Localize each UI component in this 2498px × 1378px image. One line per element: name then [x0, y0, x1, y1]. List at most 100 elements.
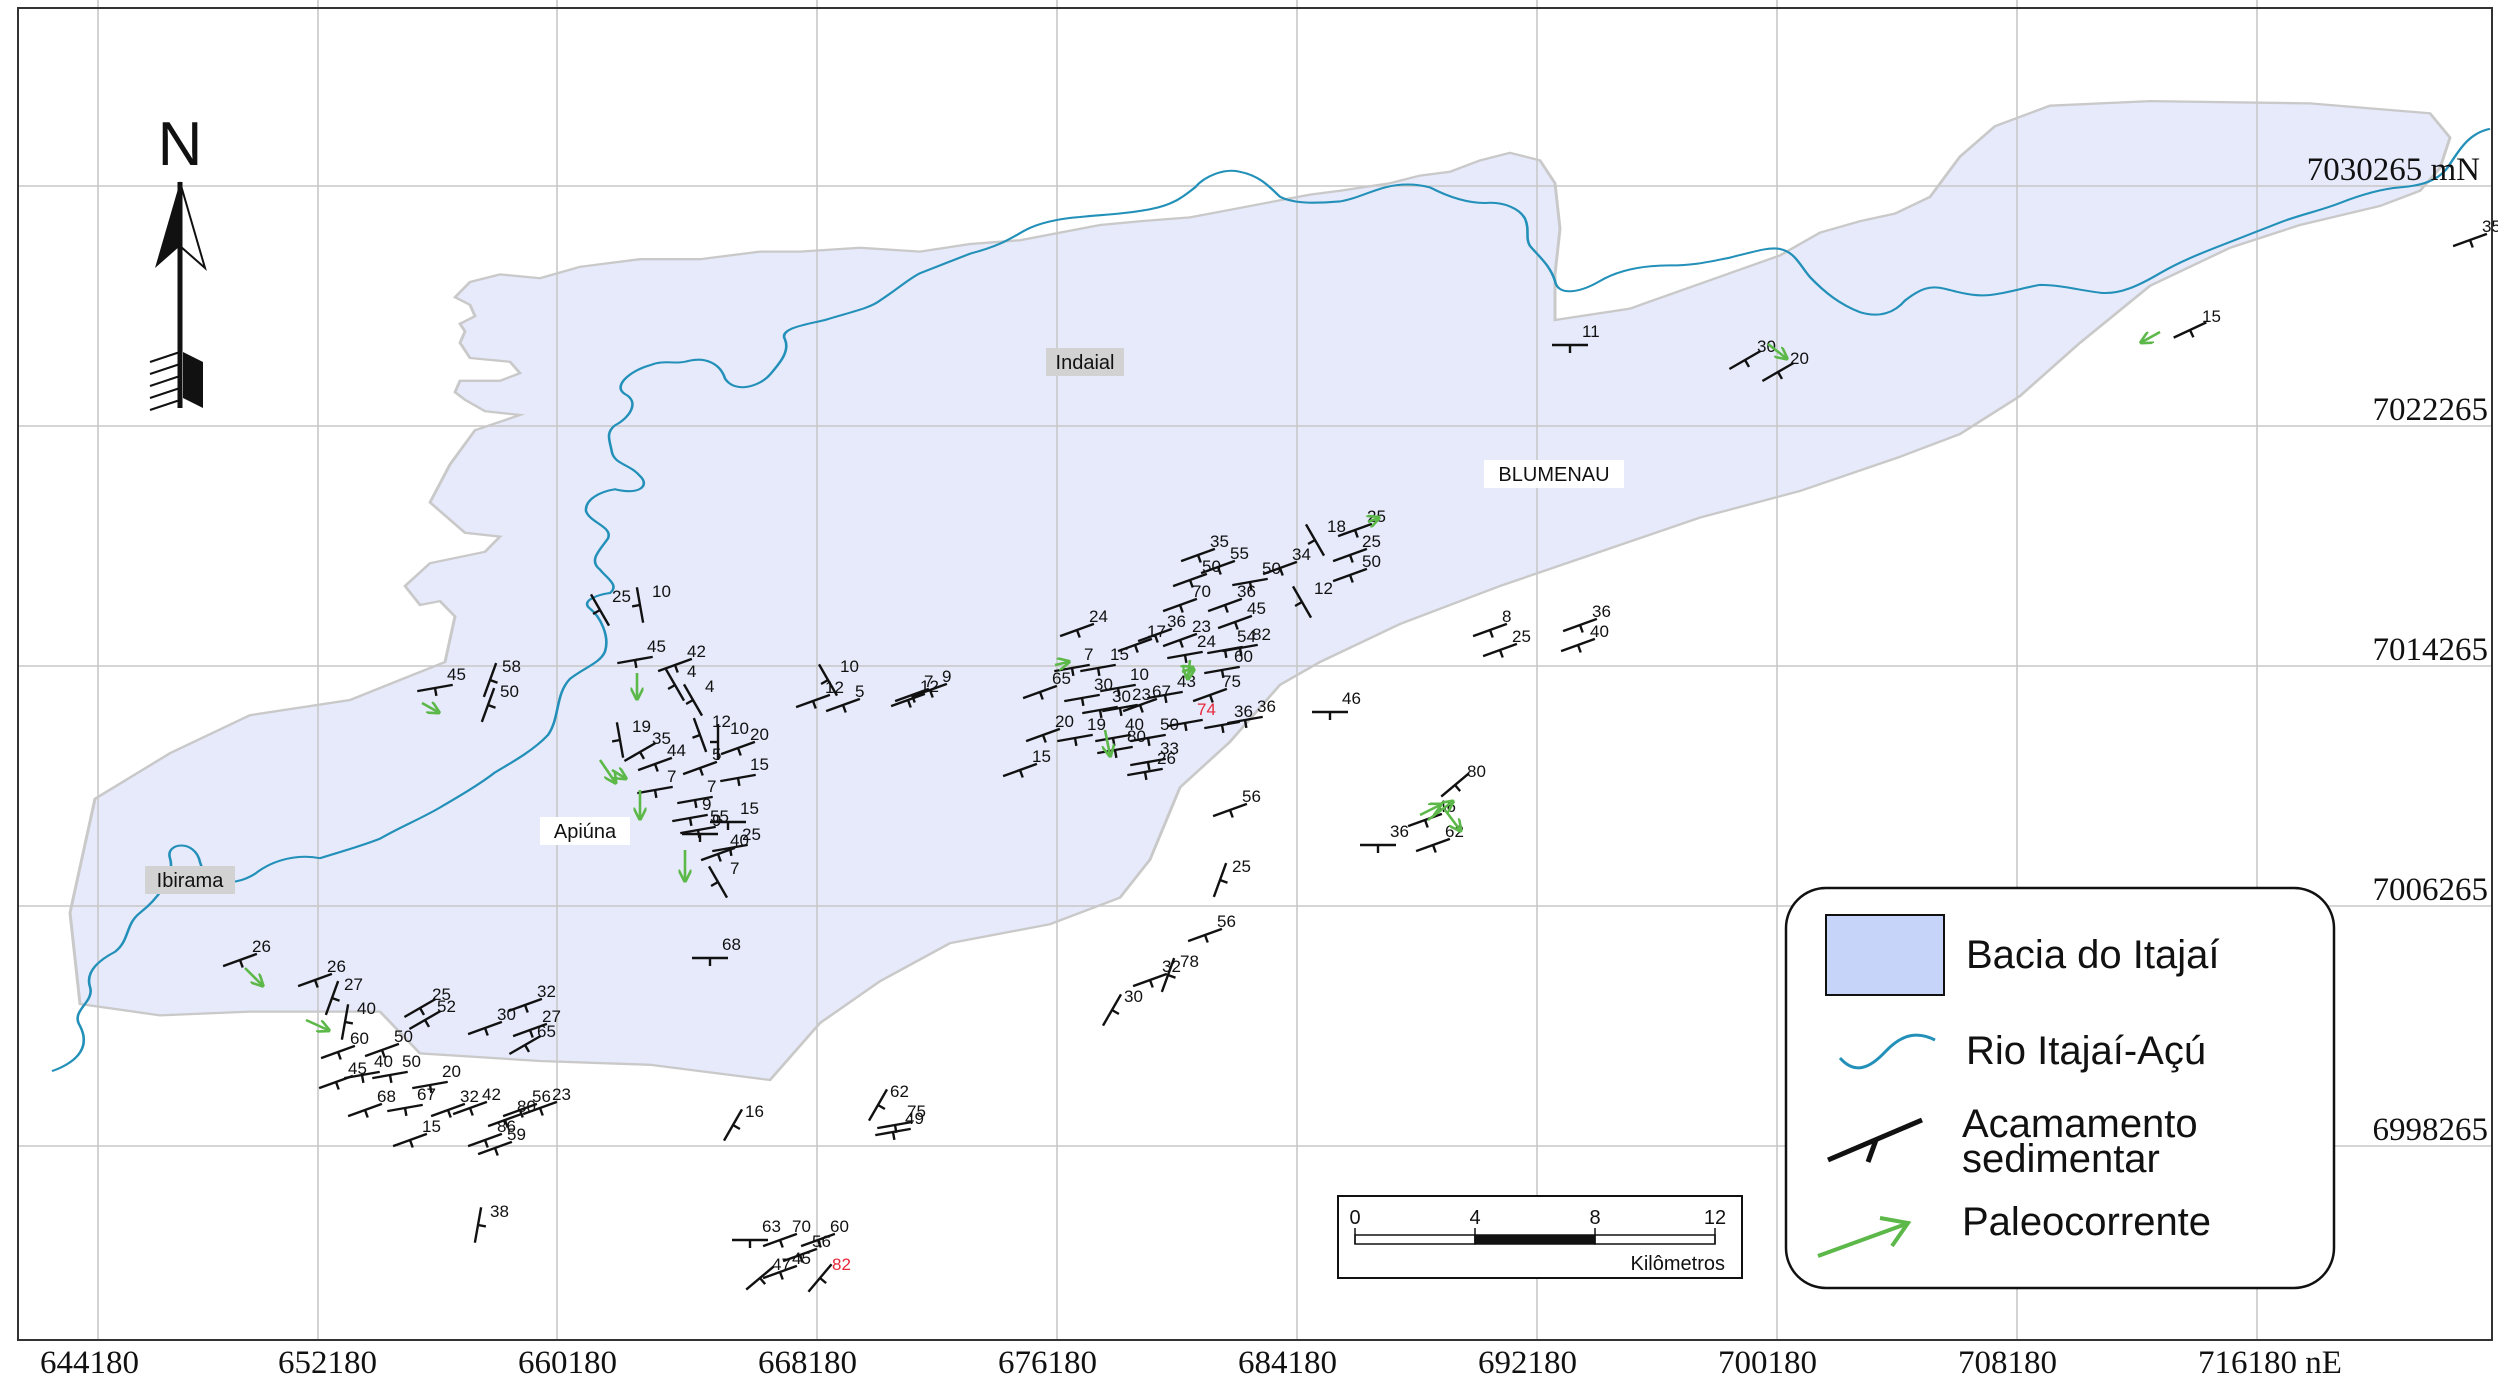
dip-value: 40 [1125, 715, 1144, 734]
dip-tick [1183, 654, 1188, 664]
dip-tick [1423, 819, 1429, 828]
dip-value: 25 [1512, 627, 1531, 646]
bedding-attitude [403, 997, 437, 1019]
dip-tick [1111, 1008, 1120, 1016]
bedding-attitude [452, 1100, 488, 1116]
dip-value: 30 [1094, 675, 1113, 694]
north-arrow: N [149, 110, 207, 411]
dip-value: 70 [1192, 582, 1211, 601]
dip-value: 55 [710, 807, 729, 826]
dip-tick [363, 1109, 369, 1118]
paleocurrent-arrow [1427, 802, 1452, 822]
dip-tick [692, 733, 701, 739]
dip-value: 80 [1127, 727, 1146, 746]
strike-line [344, 1070, 380, 1080]
dip-tick [483, 1139, 489, 1148]
easting-label: 700180 [1718, 1345, 1817, 1378]
dip-tick [816, 1239, 822, 1248]
town-blumenau: BLUMENAU [1484, 460, 1624, 488]
bedding-attitude [1200, 559, 1236, 575]
dip-value: 42 [482, 1085, 501, 1104]
bedding-attitude [1440, 772, 1470, 798]
bedding-attitude [637, 785, 673, 799]
bedding-attitude [623, 741, 657, 763]
dip-tick [403, 1107, 408, 1117]
bedding-attitude [1212, 802, 1248, 818]
paleocurrent-arrow [1188, 659, 1190, 678]
bedding-attitude [430, 1102, 466, 1118]
dip-tick [1743, 359, 1751, 368]
dip-tick [1163, 694, 1168, 704]
dip-value: 74 [1197, 700, 1216, 719]
dip-value: 24 [1089, 607, 1108, 626]
bedding-attitude [1025, 727, 1061, 743]
dip-value: 25 [742, 825, 761, 844]
bedding-attitude [467, 1020, 503, 1036]
bedding-attitude [657, 657, 693, 673]
dip-tick [313, 979, 319, 988]
dip-value: 27 [542, 1007, 561, 1026]
dip-tick [778, 1239, 784, 1248]
easting-label: 652180 [278, 1345, 377, 1378]
dip-tick [1243, 719, 1248, 729]
bedding-attitude [1304, 523, 1326, 557]
dip-tick [1353, 529, 1359, 538]
easting-labels: 644180 652180 660180 668180 676180 68418… [40, 1345, 2342, 1378]
dip-tick [523, 1044, 531, 1053]
dip-value: 34 [1292, 545, 1311, 564]
dip-value: 36 [1257, 697, 1276, 716]
dip-value: 9 [702, 795, 711, 814]
dip-tick [428, 1084, 433, 1094]
bedding-attitude [692, 956, 728, 966]
dip-tick [1578, 624, 1584, 633]
bedding-attitude [1204, 665, 1240, 679]
paleocurrent-arrow [611, 770, 625, 778]
dip-tick [1146, 737, 1151, 747]
bedding-attitude [1057, 733, 1093, 747]
bedding-attitude [672, 813, 708, 827]
bedding-attitude [1064, 693, 1100, 707]
dip-value: 27 [344, 975, 363, 994]
dip-tick [1776, 371, 1784, 380]
dip-value: 45 [447, 665, 466, 684]
dip-tick [1098, 709, 1103, 719]
bedding-attitude [807, 1263, 833, 1293]
dip-value: 24 [1197, 632, 1216, 651]
dip-value: 68 [722, 935, 741, 954]
bedding-attitude [372, 1070, 408, 1084]
dip-tick [487, 703, 496, 709]
bedding-attitude [1147, 690, 1183, 704]
bedding-attitude [700, 846, 736, 862]
dip-value: 10 [1130, 665, 1149, 684]
map-frame [17, 7, 2493, 1341]
dip-value: 12 [712, 712, 731, 731]
dip-tick [418, 1007, 426, 1016]
dip-value: 30 [1112, 687, 1131, 706]
dip-value: 62 [890, 1082, 909, 1101]
dip-value: 82 [1252, 625, 1271, 644]
bedding-attitude [512, 1022, 548, 1038]
dip-value: 60 [830, 1217, 849, 1236]
dip-tick [631, 603, 641, 608]
bedding-attitude [631, 587, 645, 623]
dip-tick [877, 1103, 886, 1111]
legend-river-symbol [1838, 1033, 1936, 1070]
dip-tick [468, 1107, 474, 1116]
dip-tick [1188, 579, 1194, 588]
dip-tick [736, 777, 741, 787]
bedding-attitude [589, 593, 611, 627]
dip-value: 19 [1087, 715, 1106, 734]
dip-tick [910, 694, 916, 703]
dip-value: 38 [490, 1202, 509, 1221]
bedding-attitude [762, 1264, 798, 1280]
dip-tick [1070, 667, 1075, 677]
dip-tick [1073, 737, 1078, 747]
dip-value: 20 [1790, 349, 1809, 368]
bedding-attitude [1130, 733, 1166, 747]
dip-tick [1498, 649, 1504, 658]
dip-value: 10 [730, 719, 749, 738]
dip-value: 36 [1592, 602, 1611, 621]
dip-tick [1348, 574, 1354, 583]
dip-tick [1038, 691, 1044, 700]
dip-tick [1307, 538, 1316, 546]
